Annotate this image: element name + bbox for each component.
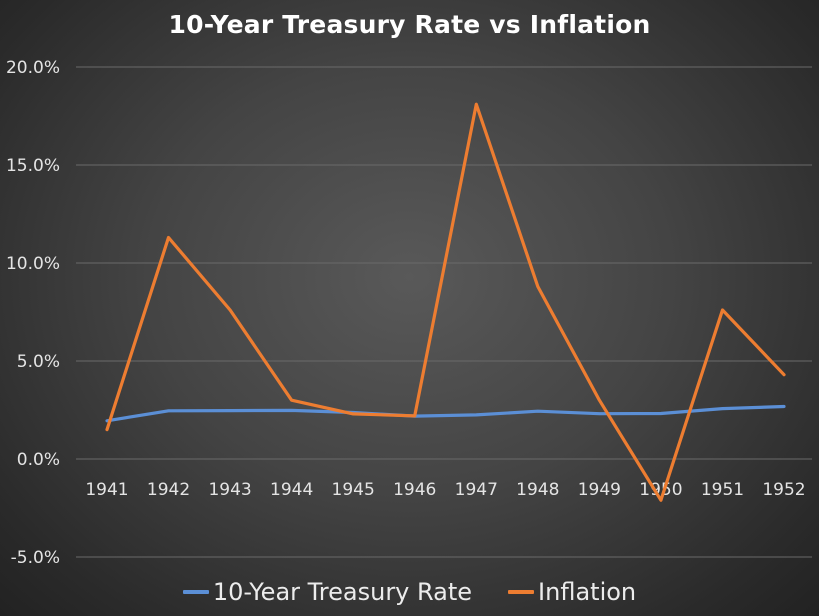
x-tick-label: 1946 bbox=[393, 480, 436, 500]
x-tick-label: 1944 bbox=[270, 480, 313, 500]
legend-swatch-inflation bbox=[508, 590, 535, 594]
x-tick-label: 1941 bbox=[85, 480, 128, 500]
y-tick-label: 20.0% bbox=[6, 58, 60, 78]
y-tick-label: -5.0% bbox=[11, 548, 60, 568]
x-axis-tick-labels: 1941 1942 1943 1944 1945 1946 1947 1948 1949 1950… bbox=[85, 480, 805, 500]
x-tick-label: 1947 bbox=[455, 480, 498, 500]
x-tick-label: 1952 bbox=[762, 480, 805, 500]
legend-label-treasury: 10-Year Treasury Rate bbox=[212, 578, 473, 606]
x-tick-label: 1945 bbox=[332, 480, 375, 500]
x-tick-label: 1943 bbox=[208, 480, 251, 500]
legend: 10-Year Treasury Rate Inflation bbox=[0, 578, 819, 606]
x-tick-label: 1948 bbox=[516, 480, 559, 500]
y-tick-label: 5.0% bbox=[17, 352, 60, 372]
series-line-treasury bbox=[105, 404, 786, 423]
y-tick-label: 10.0% bbox=[6, 254, 60, 274]
legend-item-treasury: 10-Year Treasury Rate bbox=[182, 578, 473, 606]
y-tick-label: 15.0% bbox=[6, 156, 60, 176]
chart-title: 10-Year Treasury Rate vs Inflation bbox=[168, 10, 651, 39]
series-lines bbox=[105, 102, 786, 502]
series-line-inflation bbox=[105, 102, 786, 502]
y-tick-label: 0.0% bbox=[17, 450, 60, 470]
legend-label-inflation: Inflation bbox=[538, 578, 637, 606]
legend-item-inflation: Inflation bbox=[508, 578, 636, 606]
legend-swatch-treasury bbox=[182, 590, 209, 594]
x-tick-label: 1951 bbox=[701, 480, 744, 500]
y-axis-tick-labels: 20.0% 15.0% 10.0% 5.0% 0.0% -5.0% bbox=[6, 58, 60, 568]
x-tick-label: 1949 bbox=[578, 480, 621, 500]
x-tick-label: 1942 bbox=[147, 480, 190, 500]
